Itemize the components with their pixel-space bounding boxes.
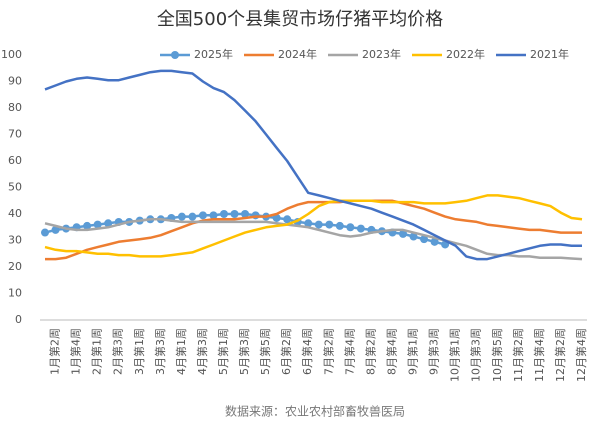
point-marker [399,229,407,238]
x-tick-label: 3月第1周 [132,328,146,375]
point-marker [241,210,250,218]
point-marker [314,220,323,229]
legend-label: 2023年 [362,47,401,61]
x-tick-label: 6月第2周 [279,328,293,375]
point-marker [304,219,313,228]
x-tick-label: 1月第4周 [69,328,83,375]
y-tick-label: 30 [8,234,22,247]
legend-label: 2025年 [194,47,233,61]
y-tick-label: 0 [15,313,22,326]
point-marker [83,221,92,230]
point-marker [209,211,218,220]
point-marker [409,232,418,241]
point-marker [41,228,49,237]
x-tick-label: 12月第2周 [553,328,567,382]
y-tick-label: 50 [8,181,22,194]
point-marker [230,210,239,218]
y-tick-label: 80 [8,101,22,114]
source-note: 数据来源：农业农村部畜牧兽医局 [225,404,405,419]
point-marker [198,211,207,220]
x-tick-label: 10月第5周 [490,328,504,382]
series-line [44,218,583,261]
x-tick-label: 7月第2周 [321,328,335,375]
x-tick-label: 6月第4周 [300,328,314,375]
x-tick-label: 3月第3周 [153,328,167,375]
point-marker [272,213,281,222]
legend-label: 2022年 [446,47,485,61]
point-marker [93,220,102,229]
x-tick-label: 1月第2周 [48,328,62,375]
y-tick-label: 70 [8,128,22,141]
point-marker [346,223,355,232]
point-marker [220,210,228,218]
x-tick-label: 7月第4周 [342,328,356,375]
series-line [45,199,582,261]
series-line [44,194,583,258]
x-tick-label: 9月第1周 [406,328,420,375]
point-marker [420,235,429,244]
y-tick-label: 20 [8,260,22,273]
point-marker [283,215,292,224]
legend-label: 2024年 [278,47,317,61]
y-tick-label: 60 [8,154,22,167]
point-marker [325,220,334,229]
point-marker [356,224,365,233]
point-marker [104,219,113,228]
chart-title: 全国500个县集贸市场仔猪平均价格 [157,9,443,30]
point-marker [188,212,197,221]
point-marker [51,225,60,234]
x-tick-label: 4月第1周 [174,328,188,375]
point-marker [430,237,439,246]
legend-label: 2021年 [530,47,569,61]
x-tick-label: 5月第5周 [258,328,272,375]
point-marker [335,221,344,230]
x-tick-label: 2月第3周 [111,328,125,375]
point-marker [177,212,186,221]
x-tick-label: 11月第4周 [532,328,546,382]
x-tick-label: 4月第3周 [195,328,209,375]
series-line [44,69,582,261]
x-tick-label: 9月第3周 [427,328,441,375]
legend-marker [171,51,179,59]
x-tick-label: 11月第2周 [511,328,525,382]
x-tick-label: 10月第3周 [469,328,483,382]
x-tick-label: 8月第2周 [363,328,377,375]
y-tick-label: 90 [8,75,22,88]
x-tick-label: 8月第4周 [384,328,398,375]
y-tick-label: 40 [8,207,22,220]
y-tick-label: 10 [8,287,22,300]
x-tick-label: 12月第4周 [574,328,588,382]
x-tick-label: 5月第1周 [216,328,230,375]
x-tick-label: 2月第1周 [90,328,104,375]
x-tick-label: 5月第3周 [237,328,251,375]
x-tick-label: 10月第1周 [448,328,462,382]
y-tick-label: 100 [1,48,22,61]
